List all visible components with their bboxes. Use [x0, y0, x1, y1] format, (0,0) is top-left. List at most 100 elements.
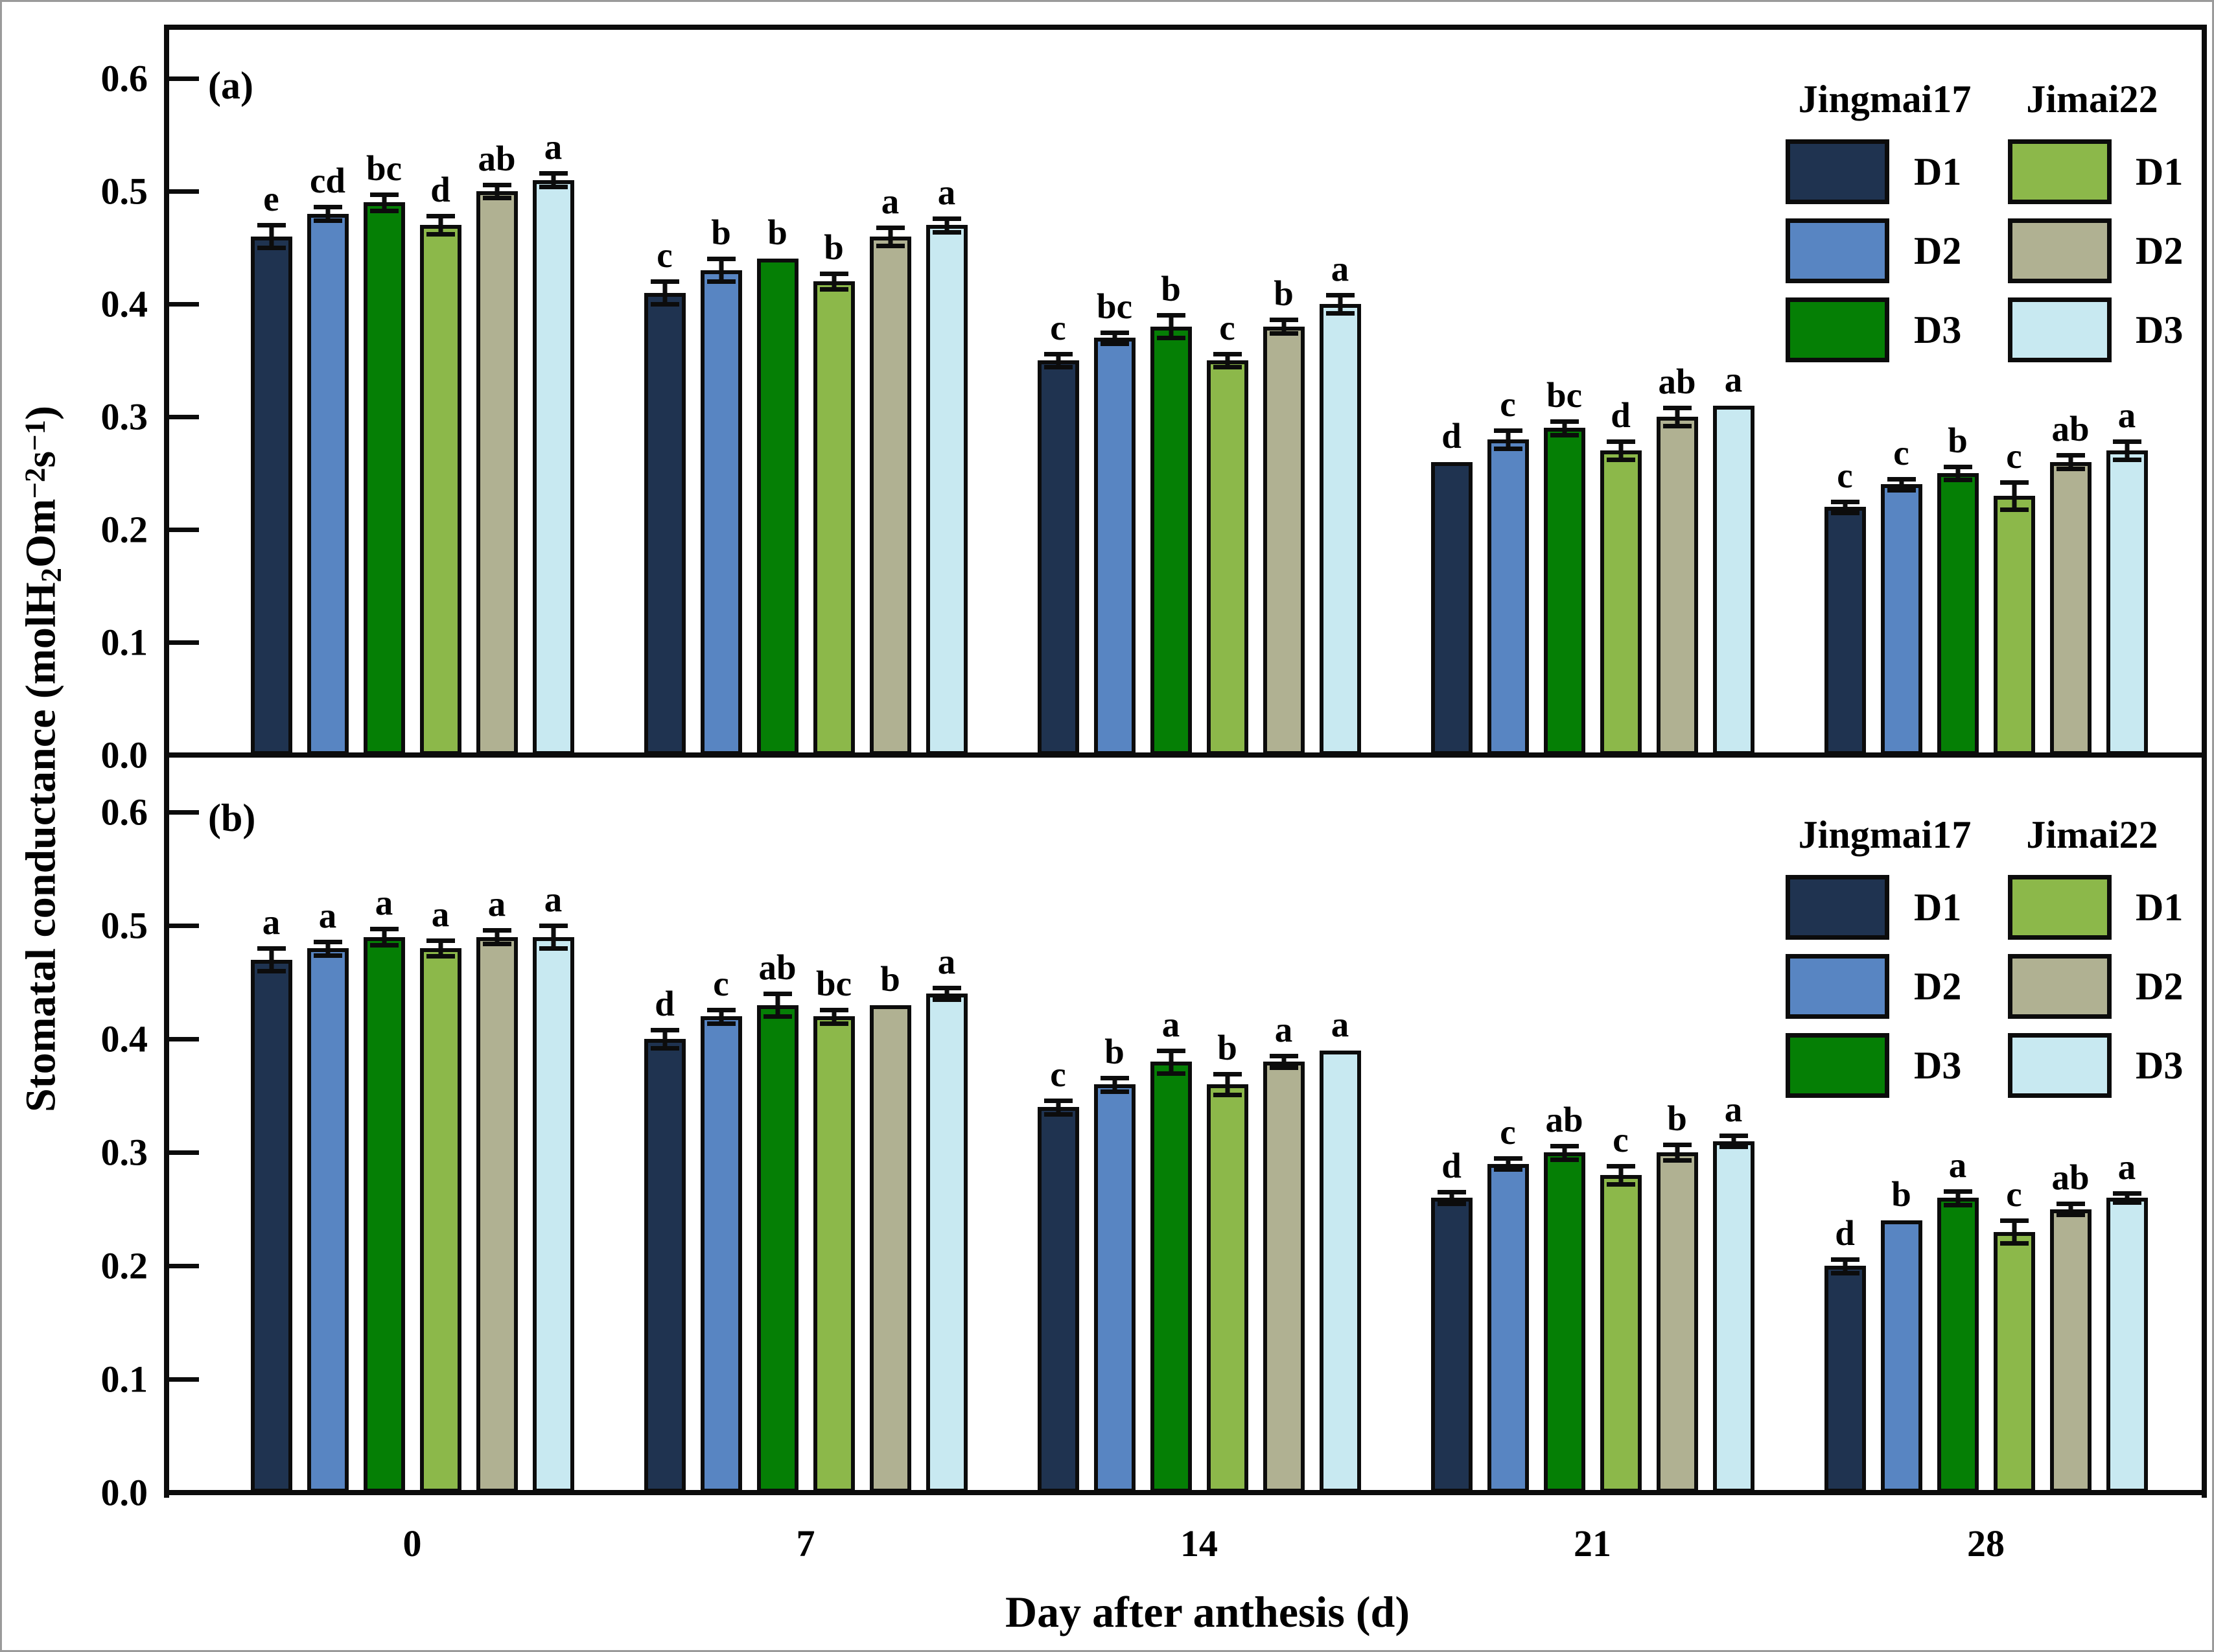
bar — [476, 937, 518, 1493]
error-bar-line — [495, 184, 499, 198]
y-axis-tick — [169, 302, 199, 307]
error-bar-line — [438, 216, 443, 235]
significance-letter: a — [544, 127, 563, 167]
y-axis-tick — [169, 810, 199, 815]
error-bar-cap-bottom — [2056, 1213, 2085, 1218]
error-bar-cap-bottom — [2112, 458, 2141, 463]
error-bar-line — [1562, 1145, 1567, 1159]
error-bar-line — [1056, 1100, 1060, 1114]
bar — [1712, 1141, 1754, 1493]
legend-header: Jingmai17 — [1798, 813, 1972, 856]
significance-letter: c — [1050, 1054, 1066, 1094]
legend-item-label: D3 — [1914, 1044, 1962, 1087]
legend-header: Jimai22 — [2026, 813, 2158, 856]
error-bar-cap-bottom — [1943, 478, 1972, 483]
y-tick-label: 0.2 — [100, 508, 148, 551]
error-bar-cap-top — [1100, 1075, 1129, 1080]
bar — [1206, 360, 1248, 755]
significance-letter: cd — [310, 161, 345, 201]
error-bar-cap-bottom — [932, 997, 961, 1002]
legend-header: Jimai22 — [2026, 78, 2158, 121]
legend-item-label: D1 — [1914, 886, 1962, 929]
error-bar-cap-bottom — [1606, 458, 1635, 463]
bar — [1824, 507, 1866, 755]
error-bar-cap-top — [1100, 330, 1129, 335]
bar — [1150, 1062, 1192, 1493]
error-bar-cap-bottom — [1493, 1167, 1522, 1172]
bar — [1880, 484, 1922, 755]
error-bar-line — [1506, 430, 1510, 448]
error-bar-cap-bottom — [1213, 1092, 1242, 1097]
significance-letter: c — [1837, 455, 1853, 495]
panel-label: (a) — [208, 64, 253, 107]
error-bar-cap-top — [1662, 1142, 1692, 1147]
error-bar-cap-top — [1213, 351, 1242, 356]
y-tick-label: 0.1 — [100, 621, 148, 664]
error-bar-cap-top — [482, 928, 511, 933]
significance-letter: ab — [478, 138, 516, 178]
error-bar-cap-bottom — [426, 954, 455, 959]
legend-swatch — [2008, 954, 2112, 1019]
bar — [1263, 1062, 1305, 1493]
legend-swatch — [2008, 1033, 2112, 1098]
error-bar-cap-bottom — [1999, 1241, 2029, 1246]
error-bar-line — [1955, 466, 1960, 480]
legend-swatch — [2008, 297, 2112, 362]
error-bar-line — [2125, 441, 2129, 460]
error-bar-line — [1449, 1192, 1454, 1204]
error-bar-cap-top — [1550, 419, 1579, 424]
bar — [1993, 1231, 2035, 1493]
error-bar-cap-top — [1662, 406, 1692, 411]
x-axis-line — [164, 1490, 2207, 1495]
legend-item-label: D1 — [1914, 150, 1962, 193]
y-tick-label: 0.4 — [100, 1018, 148, 1060]
significance-letter: c — [713, 963, 729, 1003]
significance-letter: a — [2117, 395, 2136, 436]
significance-letter: d — [1441, 1146, 1462, 1186]
bar — [2106, 450, 2148, 755]
error-bar-cap-bottom — [819, 1021, 848, 1026]
bar — [250, 236, 292, 755]
error-bar-cap-top — [1550, 1143, 1579, 1148]
significance-letter: c — [1219, 307, 1235, 347]
legend-swatch — [1786, 297, 1889, 362]
error-bar-line — [1562, 421, 1567, 435]
error-bar-cap-top — [539, 171, 568, 176]
error-bar-cap-bottom — [257, 969, 286, 973]
error-bar-cap-top — [313, 939, 342, 944]
error-bar-line — [1899, 478, 1904, 491]
error-bar-cap-bottom — [706, 1021, 736, 1026]
error-bar-line — [944, 988, 949, 999]
bar — [1824, 1266, 1866, 1493]
error-bar-line — [1225, 1074, 1229, 1095]
error-bar-cap-bottom — [1493, 446, 1522, 451]
significance-letter: d — [1611, 395, 1631, 436]
significance-letter: a — [1331, 249, 1349, 289]
error-bar-cap-bottom — [1213, 365, 1242, 370]
significance-letter: a — [937, 942, 956, 982]
error-bar-cap-top — [706, 1007, 736, 1012]
bar — [419, 225, 461, 755]
error-bar-cap-top — [2112, 439, 2141, 445]
y-axis-title-segment: s — [17, 450, 65, 468]
bar — [1150, 326, 1192, 755]
error-bar-cap-bottom — [1100, 1089, 1129, 1094]
error-bar-cap-top — [1606, 439, 1635, 445]
legend-swatch — [1786, 1033, 1889, 1098]
y-axis-tick — [169, 1264, 199, 1268]
error-bar-cap-top — [1830, 499, 1859, 504]
error-bar-cap-bottom — [1662, 423, 1692, 428]
error-bar-line — [1955, 1191, 1960, 1205]
error-bar-cap-bottom — [1830, 1270, 1859, 1275]
error-bar-cap-bottom — [650, 302, 679, 307]
error-bar-line — [662, 281, 667, 304]
error-bar-line — [1843, 1259, 1847, 1273]
error-bar-cap-top — [426, 214, 455, 219]
bar — [2106, 1198, 2148, 1493]
bar — [926, 994, 968, 1493]
significance-letter: c — [657, 235, 673, 275]
x-tick-label: 7 — [796, 1522, 815, 1565]
bar — [756, 259, 798, 755]
legend-swatch — [1786, 218, 1889, 283]
error-bar-cap-bottom — [313, 953, 342, 958]
